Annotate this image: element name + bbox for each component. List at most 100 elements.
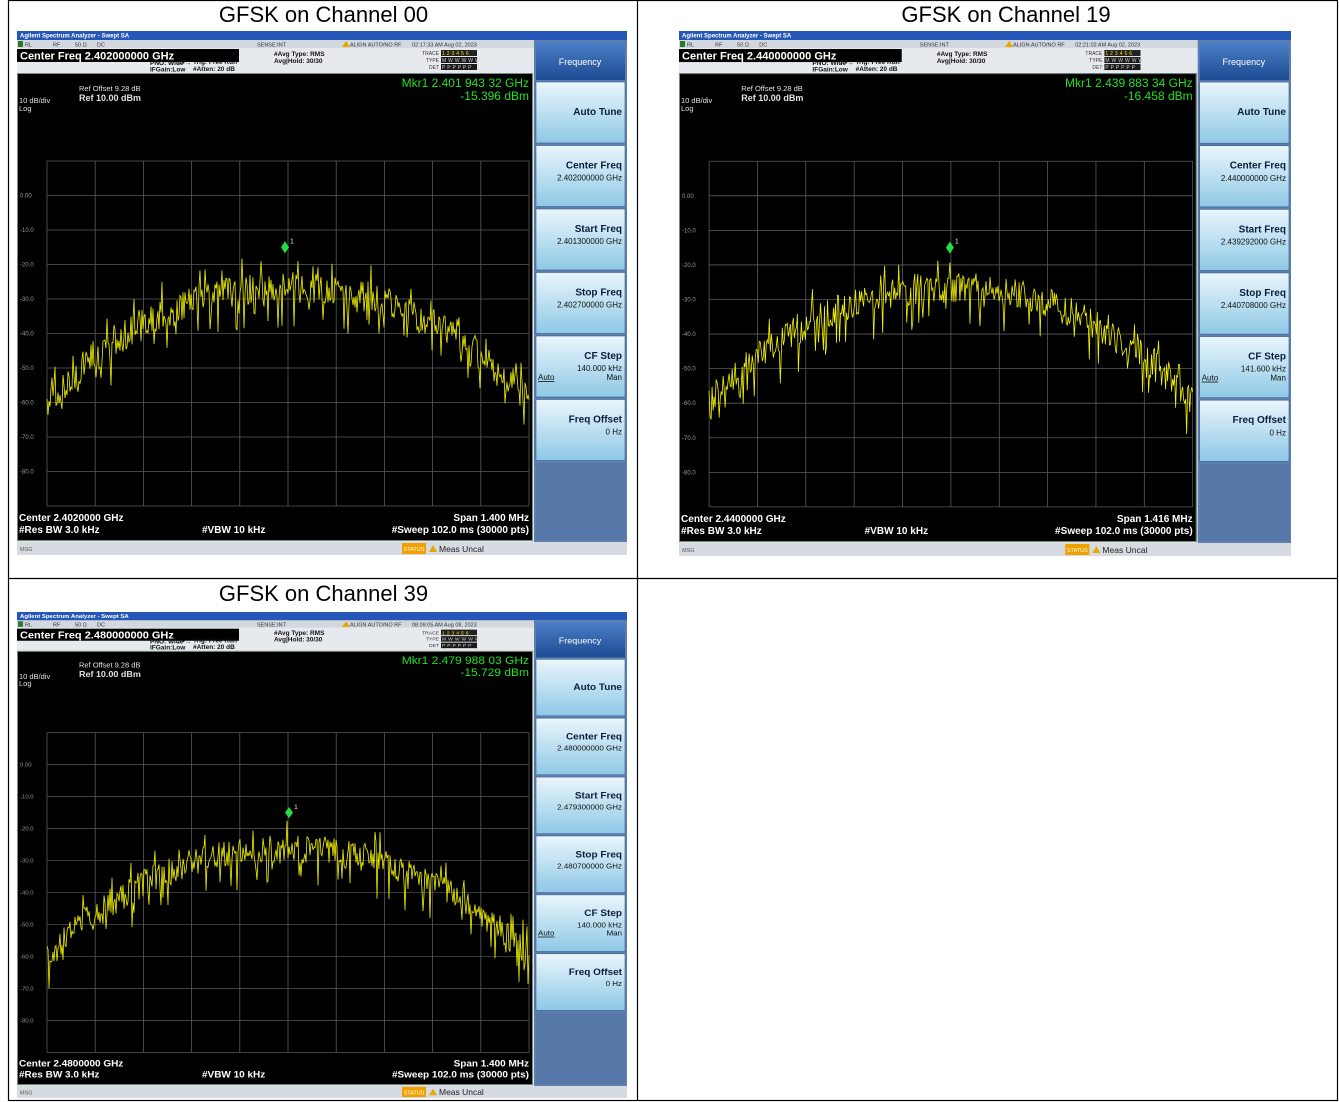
plot-bg <box>679 73 1197 542</box>
status-item: 02:21:02 AM Aug 02, 2023 <box>1075 43 1140 49</box>
setting: Avg|Hold: 30/30 <box>937 58 986 65</box>
softkey-empty <box>536 1013 625 1084</box>
softkey-value: 2.440708000 GHz <box>1221 301 1286 310</box>
softkey-option: Man <box>1270 374 1286 383</box>
softkey-value: 140.000 kHz <box>577 364 622 373</box>
softkey-label: Start Freq <box>1239 224 1286 235</box>
y-label: -80.0 <box>20 1019 34 1025</box>
softkey-value: 0 Hz <box>606 428 622 437</box>
pno-arrow: ←•→ <box>839 60 854 67</box>
marker-level: -15.729 dBm <box>460 667 529 679</box>
scale-type: Log <box>681 104 694 113</box>
trace-info-value: M W W W W W <box>442 637 480 643</box>
trace-info-value: 1 2 3 4 5 6 <box>442 630 469 636</box>
analyzer-screenshot: Agilent Spectrum Analyzer - Swept SARLRF… <box>679 31 1291 556</box>
y-label: 0.00 <box>20 194 32 200</box>
softkey-value: 140.000 kHz <box>577 921 622 930</box>
softkey-label: CF Step <box>584 351 622 362</box>
status-item: DC <box>97 623 105 629</box>
softkey-label: Freq Offset <box>569 415 623 426</box>
footer-rbw: #Res BW 3.0 kHz <box>19 1070 100 1081</box>
softkey-label: Start Freq <box>575 224 622 235</box>
status-label: STATUS <box>1067 548 1088 554</box>
status-item: RL <box>687 43 694 49</box>
trace-info-label: DET <box>429 65 439 71</box>
y-label: -70.0 <box>20 435 34 441</box>
trace-info-label: DET <box>1092 65 1102 71</box>
y-label: -20.0 <box>20 263 34 269</box>
trace-info-label: TYPE <box>1089 58 1103 64</box>
ref-level: Ref 10.00 dBm <box>79 669 141 679</box>
softkey-label: Auto Tune <box>573 682 622 693</box>
status-item: 02:17:33 AM Aug 02, 2023 <box>412 43 477 49</box>
status-label: STATUS <box>404 547 425 553</box>
softkey-value: 0 Hz <box>606 980 623 989</box>
y-label: -20.0 <box>682 263 696 269</box>
y-label: -70.0 <box>20 987 34 993</box>
setting: IFGain:Low <box>812 67 848 74</box>
message-label: MSG <box>682 548 695 554</box>
status-item: 50 Ω <box>737 43 749 49</box>
softkey-option: Auto <box>538 373 555 382</box>
setting: IFGain:Low <box>150 645 185 652</box>
softkey-label: Auto Tune <box>1237 107 1286 118</box>
trace-info-label: TRACE <box>1085 51 1103 57</box>
y-label: -60.0 <box>20 401 34 407</box>
caption: GFSK on Channel 00 <box>9 2 638 28</box>
softkey-value: 141.600 kHz <box>1241 365 1286 374</box>
marker-label: 1 <box>290 238 294 245</box>
status-item: RL <box>25 623 32 629</box>
y-label: -60.0 <box>20 955 34 961</box>
marker-level: -16.458 dBm <box>1124 89 1193 103</box>
footer-vbw: #VBW 10 kHz <box>202 1070 265 1081</box>
trace-info-value: 1 2 3 4 5 6 <box>1105 51 1132 57</box>
softkey-option: Auto <box>1202 374 1219 383</box>
status-icon <box>680 41 685 47</box>
trace-info-label: DET <box>429 643 439 649</box>
softkey-value: 2.402700000 GHz <box>557 301 622 310</box>
softkey-value: 0 Hz <box>1269 428 1285 437</box>
message-bar <box>679 543 1291 556</box>
softkey-value: 2.401300000 GHz <box>557 237 622 246</box>
status-item: ALIGN AUTO/NO RF <box>350 623 402 629</box>
status-item: RF <box>53 623 61 629</box>
status-item: RL <box>25 43 32 49</box>
footer-center: Center 2.4400000 GHz <box>681 514 786 525</box>
trace-info-label: TRACE <box>422 630 439 636</box>
y-label: -20.0 <box>20 827 34 833</box>
softkey-title: Frequency <box>559 57 602 67</box>
softkey-title: Frequency <box>1223 57 1266 67</box>
setting: Trig: Free Run <box>193 59 237 66</box>
softkey-label: Center Freq <box>566 161 622 172</box>
footer-vbw: #VBW 10 kHz <box>202 525 265 536</box>
softkey-label: Start Freq <box>575 791 622 802</box>
status-label: STATUS <box>404 1090 425 1096</box>
softkey-label: Stop Freq <box>575 850 622 861</box>
ref-level: Ref 10.00 dBm <box>741 93 803 103</box>
softkey-label: CF Step <box>584 909 622 920</box>
footer-center: Center 2.4020000 GHz <box>19 513 124 524</box>
status-item: 50 Ω <box>75 623 87 629</box>
trace-info-label: TRACE <box>422 51 440 57</box>
trace-info-value: P P P P P P <box>1105 65 1135 71</box>
caption: GFSK on Channel 39 <box>9 581 638 607</box>
status-text: Meas Uncal <box>439 544 484 554</box>
setting: Trig: Free Run <box>856 59 900 66</box>
marker-label: 1 <box>294 804 298 811</box>
softkey-value: 2.402000000 GHz <box>557 174 622 183</box>
status-text: Meas Uncal <box>439 1088 484 1097</box>
status-item: DC <box>97 43 105 49</box>
y-label: -50.0 <box>20 366 34 372</box>
window-title: Agilent Spectrum Analyzer - Swept SA <box>20 614 130 620</box>
y-label: -30.0 <box>682 298 696 304</box>
status-item: SENSE:INT <box>257 43 287 49</box>
setting: #Atten: 20 dB <box>193 66 235 73</box>
y-label: -70.0 <box>682 436 696 442</box>
softkey-empty <box>536 463 625 540</box>
y-label: -60.0 <box>682 401 696 407</box>
marker-readout: Mkr1 2.401 943 32 GHz <box>402 76 529 90</box>
status-text: Meas Uncal <box>1102 545 1147 555</box>
trace-info-label: TYPE <box>426 58 440 64</box>
setting: Avg|Hold: 30/30 <box>274 58 323 65</box>
y-label: 0.00 <box>682 194 694 200</box>
